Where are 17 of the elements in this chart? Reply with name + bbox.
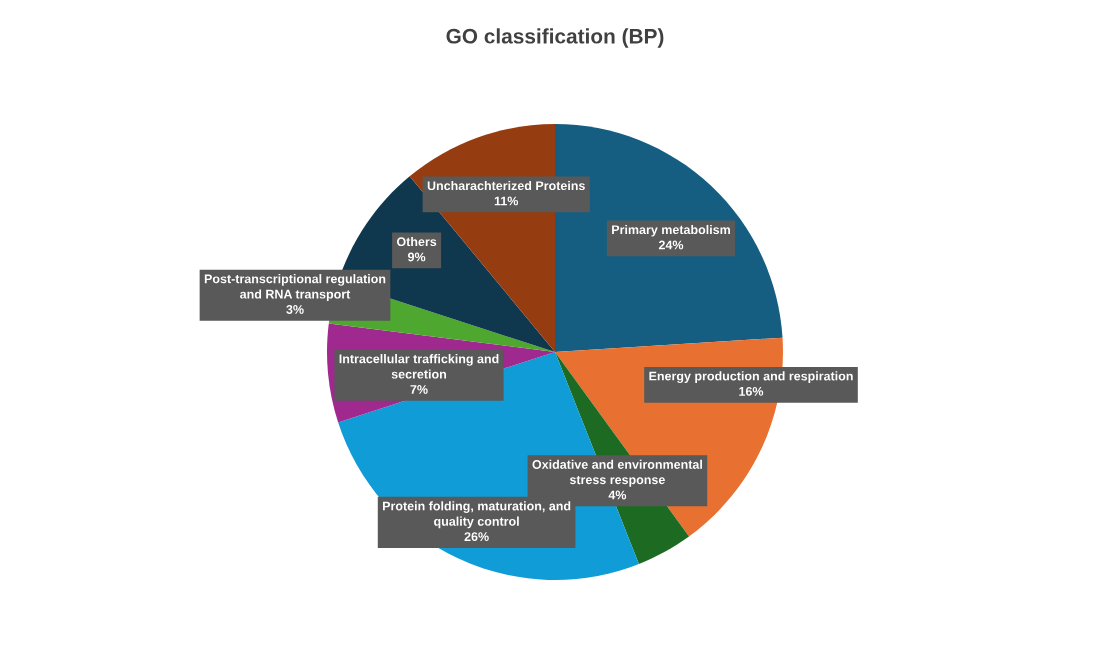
slice-label: Energy production and respiration <box>649 371 853 384</box>
chart-title: GO classification (BP) <box>446 28 664 48</box>
slice-label: Protein folding, maturation, and quality control <box>383 501 571 529</box>
slice-label: Uncharachterized Proteins <box>427 180 585 191</box>
data-label: 7% <box>410 385 428 394</box>
data-label: 16% <box>739 386 764 396</box>
data-label: 3% <box>286 305 304 314</box>
data-label: 26% <box>464 532 489 542</box>
slice-label: Primary metabolism <box>612 224 730 237</box>
data-label: 9% <box>408 252 426 262</box>
data-label: 4% <box>608 490 627 500</box>
slice-label: Intracellular trafficking and secretion <box>339 354 499 379</box>
data-label: 11% <box>494 196 519 206</box>
slice-label: Others <box>396 236 437 247</box>
slice-label: Oxidative and environmental stress response <box>532 459 702 487</box>
data-label: 24% <box>658 240 684 250</box>
slice-label: Post-transcriptional regulation and RNA transport <box>204 274 386 302</box>
